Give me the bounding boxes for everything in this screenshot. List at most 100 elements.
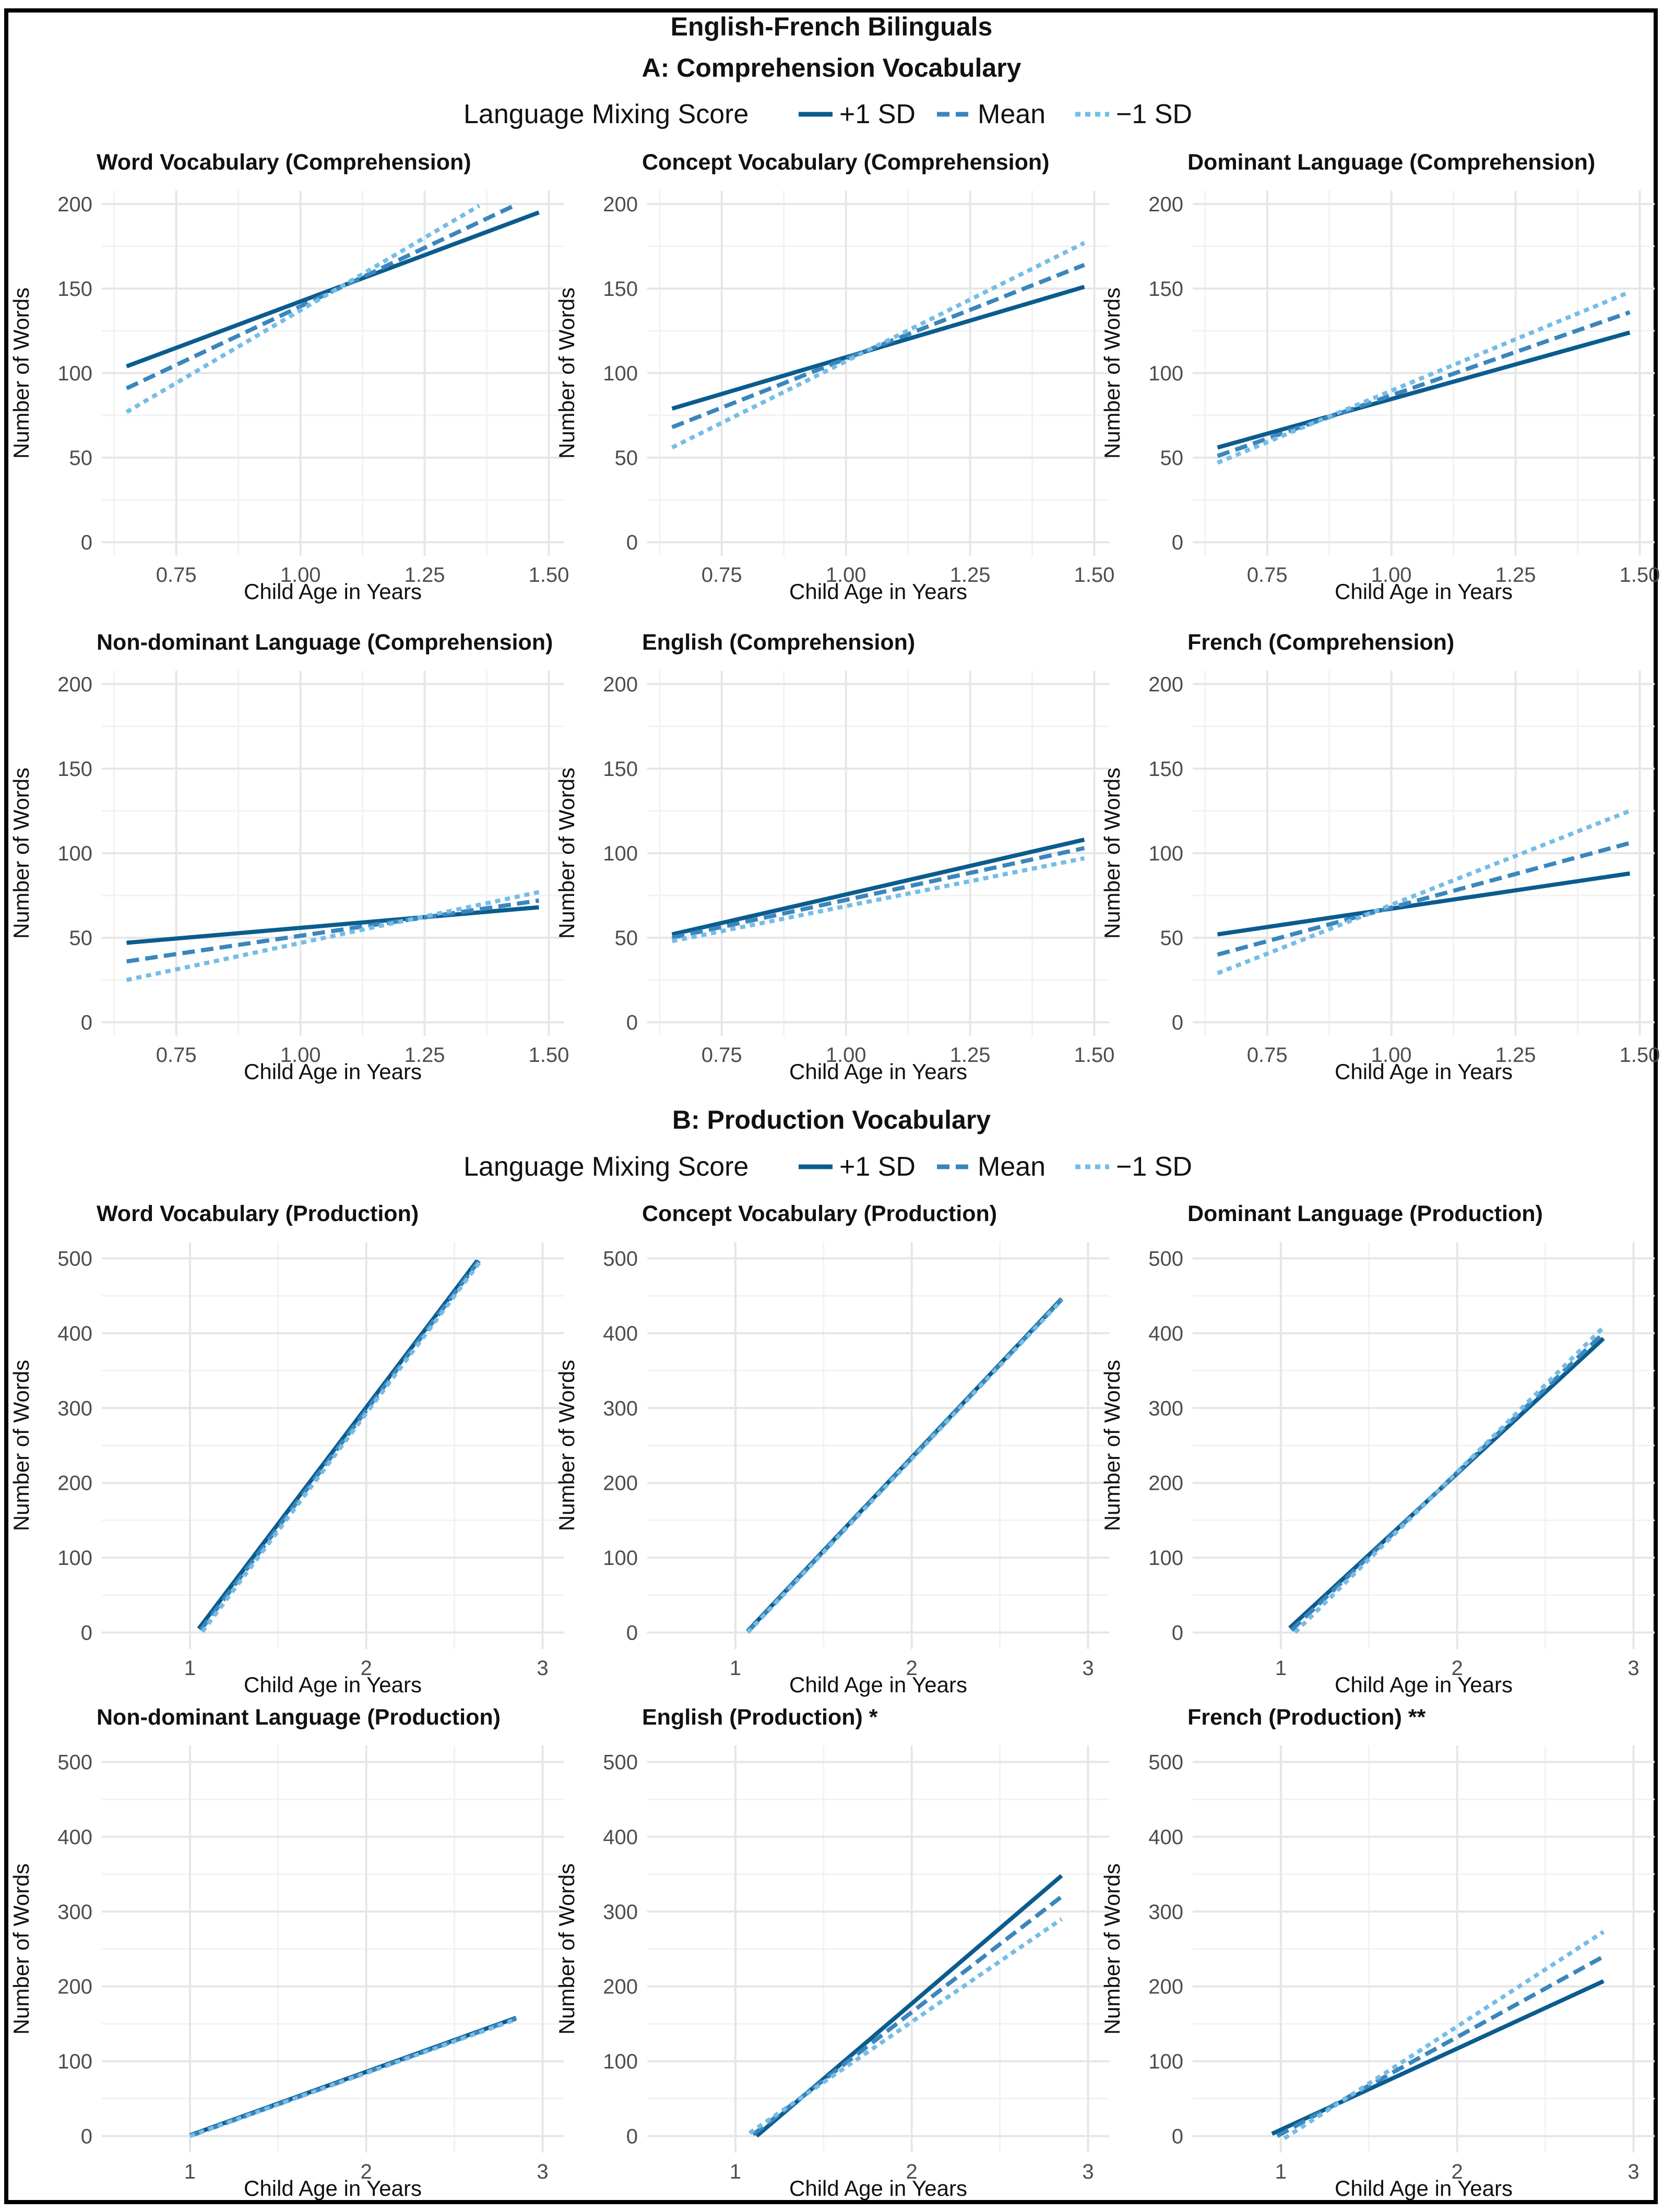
y-tick-label: 100 <box>57 362 92 385</box>
x-tick-label: 1.25 <box>405 1044 445 1067</box>
x-tick-label: 1.50 <box>1074 1044 1115 1067</box>
panel-title: English (Comprehension) <box>642 630 915 655</box>
chart-panel: 0.75 1.00 1.25 1.50 0 50 100 150 200 Child Age in… <box>1100 630 1660 1084</box>
y-axis-label: Number of Words <box>9 288 33 459</box>
legend-title: Language Mixing Score <box>464 99 749 129</box>
legend-label-plus1sd: +1 SD <box>839 1152 916 1182</box>
legend-label-minus1sd: −1 SD <box>1116 99 1192 129</box>
y-tick-label: 50 <box>1160 447 1184 470</box>
x-tick-label: 1.50 <box>529 564 569 587</box>
series-line-mean <box>1290 1332 1605 1632</box>
y-tick-label: 0 <box>1172 1011 1183 1034</box>
x-tick-label: 0.75 <box>1247 564 1288 587</box>
x-tick-label: 1.25 <box>950 564 991 587</box>
y-tick-label: 150 <box>1148 758 1183 781</box>
y-tick-label: 0 <box>81 1011 92 1034</box>
chart-panel: 1 2 3 0 100 200 300 400 500 Child Age in Years Num… <box>9 1201 564 1697</box>
x-tick-label: 0.75 <box>702 1044 742 1067</box>
y-axis-label: Number of Words <box>554 288 579 459</box>
x-tick-label: 1.00 <box>826 564 866 587</box>
series-line-1sd <box>1293 1325 1605 1634</box>
series-line-1sd <box>671 284 1085 411</box>
panel-title: Word Vocabulary (Comprehension) <box>97 150 471 175</box>
y-tick-label: 150 <box>603 758 638 781</box>
chart-panel: 1 2 3 0 100 200 300 400 500 Child Age in Years Num… <box>1100 1705 1655 2201</box>
panel-title: Non-dominant Language (Comprehension) <box>97 630 553 655</box>
y-axis-label: Number of Words <box>1100 1863 1124 2035</box>
y-tick-label: 0 <box>81 2125 92 2148</box>
y-tick-label: 200 <box>1148 1976 1183 1999</box>
y-tick-label: 500 <box>57 1248 92 1271</box>
x-axis-label: Child Age in Years <box>1335 579 1513 604</box>
x-tick-label: 0.75 <box>1247 1044 1288 1067</box>
y-tick-label: 300 <box>57 1900 92 1923</box>
y-tick-label: 0 <box>626 531 638 554</box>
x-tick-label: 1.00 <box>1371 564 1412 587</box>
series-line-mean <box>125 204 515 390</box>
x-tick-label: 2 <box>361 2160 372 2183</box>
x-axis-label: Child Age in Years <box>244 2176 422 2201</box>
chart-panel: 1 2 3 0 100 200 300 400 500 Child Age in Years Num… <box>554 1705 1109 2201</box>
y-tick-label: 300 <box>57 1397 92 1420</box>
panel-title: Concept Vocabulary (Comprehension) <box>642 150 1049 175</box>
x-tick-label: 1.25 <box>1495 1044 1536 1067</box>
x-axis-label: Child Age in Years <box>789 579 967 604</box>
x-tick-label: 3 <box>1628 2160 1639 2183</box>
chart-panel: 0.75 1.00 1.25 1.50 0 50 100 150 200 Child Age in… <box>9 150 569 604</box>
y-axis-label: Number of Words <box>9 768 33 939</box>
y-tick-label: 300 <box>1148 1397 1183 1420</box>
x-axis-label: Child Age in Years <box>789 1059 967 1084</box>
panel-title: Concept Vocabulary (Production) <box>642 1201 997 1226</box>
y-tick-label: 0 <box>626 2125 638 2148</box>
panel-title: Word Vocabulary (Production) <box>97 1201 419 1226</box>
legend-a: Language Mixing Score +1 SD Mean −1 SD <box>464 99 1192 129</box>
y-tick-label: 100 <box>603 362 638 385</box>
y-tick-label: 100 <box>603 1547 638 1570</box>
x-tick-label: 3 <box>1082 1657 1094 1680</box>
series-line-mean <box>1217 841 1631 957</box>
series-line-1sd <box>671 856 1085 943</box>
legend-label-plus1sd: +1 SD <box>839 99 916 129</box>
x-tick-label: 1.25 <box>1495 564 1536 587</box>
legend-b: Language Mixing Score +1 SD Mean −1 SD <box>464 1152 1192 1182</box>
series-line-1sd <box>125 204 481 414</box>
y-tick-label: 100 <box>57 2050 92 2073</box>
chart-panel: 0.75 1.00 1.25 1.50 0 50 100 150 200 Child Age in… <box>9 630 569 1084</box>
series-line-1sd <box>1283 1930 1605 2141</box>
series-line-1sd <box>1217 809 1631 975</box>
series-line-1sd <box>671 241 1086 450</box>
x-tick-label: 2 <box>1452 1657 1463 1680</box>
y-axis-label: Number of Words <box>554 768 579 939</box>
x-tick-label: 1.00 <box>1371 1044 1412 1067</box>
y-tick-label: 400 <box>57 1322 92 1345</box>
y-tick-label: 100 <box>1148 362 1183 385</box>
y-axis-label: Number of Words <box>1100 288 1124 459</box>
section-b-title: B: Production Vocabulary <box>672 1105 991 1134</box>
y-tick-label: 0 <box>626 1011 638 1034</box>
y-axis-label: Number of Words <box>1100 1360 1124 1531</box>
legend-title: Language Mixing Score <box>464 1152 749 1182</box>
y-tick-label: 200 <box>603 1976 638 1999</box>
y-tick-label: 400 <box>1148 1322 1183 1345</box>
series-line-1sd <box>671 838 1085 937</box>
series-line-mean <box>126 898 540 964</box>
series-line-1sd <box>126 890 540 982</box>
series-line-1sd <box>1217 330 1631 450</box>
y-axis-label: Number of Words <box>554 1360 579 1531</box>
y-tick-label: 100 <box>603 2050 638 2073</box>
x-tick-label: 1 <box>730 1657 741 1680</box>
figure-title: English-French Bilinguals <box>671 12 993 41</box>
x-tick-label: 0.75 <box>156 564 197 587</box>
y-tick-label: 150 <box>603 278 638 301</box>
x-tick-label: 1.50 <box>1074 564 1115 587</box>
y-axis-label: Number of Words <box>9 1360 33 1531</box>
y-tick-label: 0 <box>1172 531 1183 554</box>
y-tick-label: 100 <box>1148 842 1183 865</box>
panel-title: Non-dominant Language (Production) <box>97 1705 501 1730</box>
y-tick-label: 200 <box>1148 673 1183 696</box>
y-tick-label: 100 <box>57 842 92 865</box>
x-tick-label: 1 <box>184 1657 196 1680</box>
x-tick-label: 2 <box>361 1657 372 1680</box>
x-tick-label: 1.00 <box>280 1044 321 1067</box>
